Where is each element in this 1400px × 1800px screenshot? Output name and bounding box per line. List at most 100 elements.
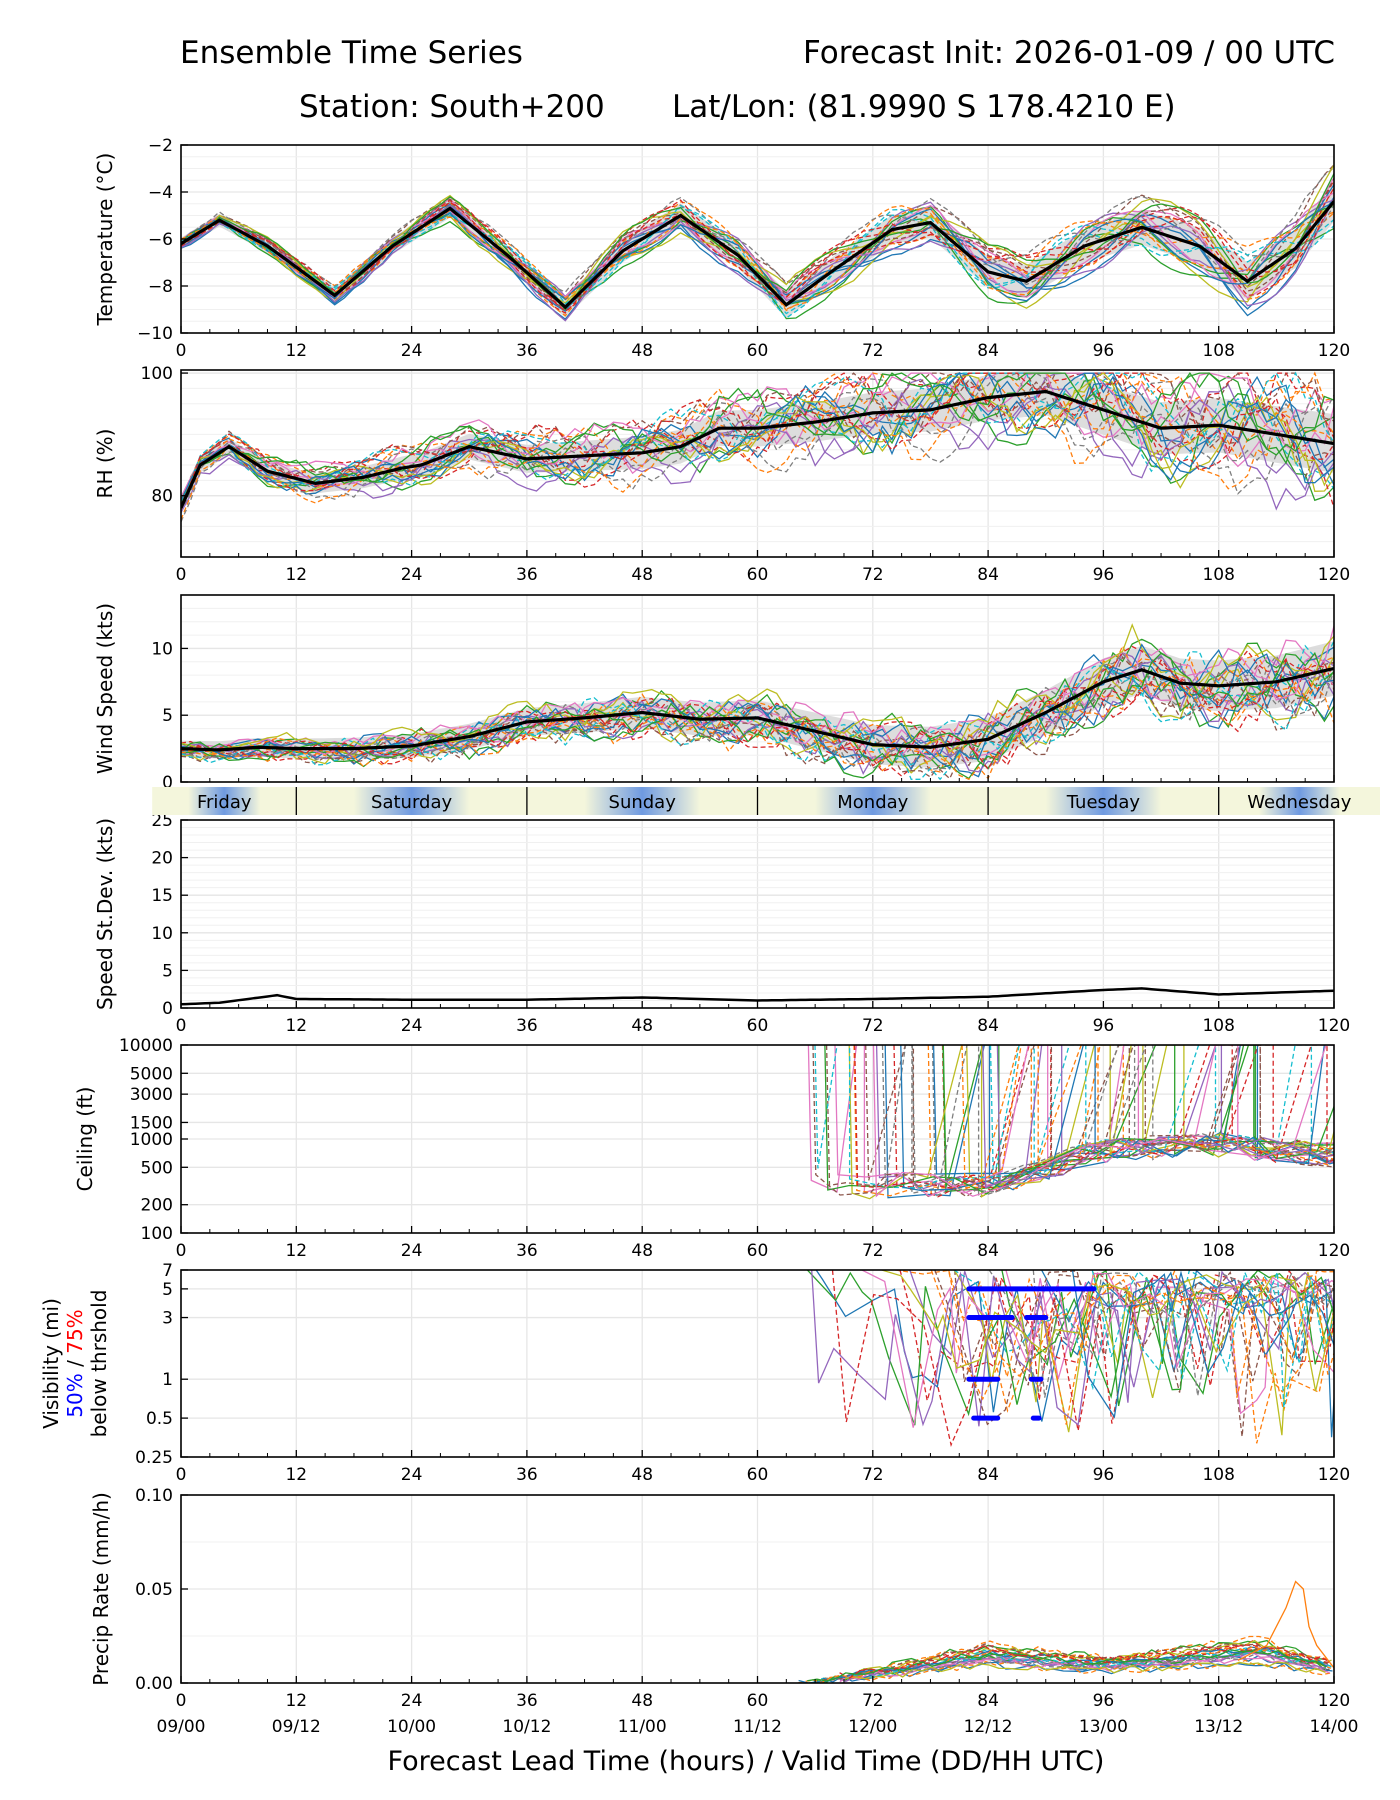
y-tick-label: 20 xyxy=(151,849,173,869)
ensemble-member-line xyxy=(1071,1270,1334,1419)
ensemble-member-line xyxy=(181,673,1334,781)
day-band-cell xyxy=(988,787,1219,815)
y-tick-label: 80 xyxy=(151,487,173,507)
x-tick-label: 120 xyxy=(1318,1465,1350,1485)
title-right: Forecast Init: 2026-01-09 / 00 UTC xyxy=(803,35,1335,71)
day-band-cell xyxy=(152,787,297,815)
ensemble-member-line xyxy=(181,643,1334,769)
y-axis-label: RH (%) xyxy=(93,429,117,499)
ensemble-member-line xyxy=(181,654,1334,775)
y-tick-label: 0.10 xyxy=(135,1486,173,1506)
ensemble-member-line xyxy=(181,372,1334,502)
x-tick-label: 60 xyxy=(747,341,769,361)
ensemble-member-line xyxy=(181,640,1334,767)
speed_stdev-panel: 0 5 10 15 20 25 0 12 24 36 48 60 72 84 96 108 120 Speed S… xyxy=(93,811,1350,1036)
ensemble-member-line xyxy=(953,1270,1334,1391)
y-axis-label: Precip Rate (mm/h) xyxy=(89,1492,113,1686)
y-tick-label: 10 xyxy=(151,924,173,944)
x-tick-label: 108 xyxy=(1202,565,1234,585)
ensemble-member-line xyxy=(927,1045,1334,1195)
x-tick-label: 0 xyxy=(176,1241,187,1261)
y-tick-label: 5000 xyxy=(130,1064,173,1084)
y-tick-label: −8 xyxy=(148,277,173,297)
x-tick-label: 60 xyxy=(747,1691,769,1711)
mean-line xyxy=(181,666,1334,752)
valid-time-label: 13/12 xyxy=(1194,1717,1243,1737)
y-axis-label: Ceiling (ft) xyxy=(73,1087,97,1192)
valid-time-label: 11/00 xyxy=(618,1717,667,1737)
mean-line xyxy=(181,987,1334,1006)
x-tick-label: 120 xyxy=(1318,565,1350,585)
ensemble-member-line xyxy=(806,1270,1334,1426)
ensemble-member-line xyxy=(821,1643,1332,1681)
valid-time-label: 10/12 xyxy=(502,1717,551,1737)
x-tick-label: 108 xyxy=(1202,1016,1234,1036)
precip-panel: 0.00 0.05 0.10 0 12 24 36 48 60 72 84 96 108 120 Preci… xyxy=(89,1486,1350,1711)
x-tick-label: 108 xyxy=(1202,1691,1234,1711)
ensemble-member-line xyxy=(181,374,1334,506)
ensemble-member-line xyxy=(853,1045,1334,1197)
y-tick-label: 500 xyxy=(141,1158,173,1178)
ensemble-member-line xyxy=(181,385,1334,513)
y-tick-label: 7 xyxy=(162,1261,173,1281)
x-tick-label: 120 xyxy=(1318,1016,1350,1036)
label-50pct: 50% xyxy=(63,1373,87,1417)
x-tick-label: 48 xyxy=(631,565,653,585)
x-tick-label: 24 xyxy=(401,1691,423,1711)
x-tick-label: 84 xyxy=(977,565,999,585)
ensemble-member-line xyxy=(181,201,1334,307)
ensemble-member-line xyxy=(881,1045,1334,1198)
y-tick-label: 0 xyxy=(162,773,173,793)
x-tick-label: 72 xyxy=(862,1465,884,1485)
ensemble-member-line xyxy=(181,187,1334,314)
x-tick-label: 72 xyxy=(862,565,884,585)
ensemble-member-line xyxy=(181,658,1334,771)
x-tick-label: 48 xyxy=(631,1241,653,1261)
day-band-cell xyxy=(296,787,527,815)
day-label-friday: Friday xyxy=(197,792,252,813)
ensemble-member-line xyxy=(181,187,1334,317)
y-axis-label: Speed St.Dev. (kts) xyxy=(93,818,117,1010)
x-tick-label: 0 xyxy=(176,565,187,585)
wind_speed-plot xyxy=(181,623,1334,781)
valid-time-label: 14/00 xyxy=(1310,1717,1359,1737)
title-left: Ensemble Time Series xyxy=(180,35,523,71)
ensemble-member-line xyxy=(807,1648,1327,1682)
ensemble-member-line xyxy=(841,1659,1332,1682)
y-tick-label: 200 xyxy=(141,1196,173,1216)
x-tick-label: 84 xyxy=(977,1691,999,1711)
x-tick-label: 36 xyxy=(516,1241,538,1261)
y-tick-label: 0.00 xyxy=(135,1674,173,1694)
x-tick-label: 84 xyxy=(977,1016,999,1036)
ensemble-member-line xyxy=(861,1270,1334,1428)
y-axis-label-sub: below thrshold xyxy=(87,1290,111,1438)
station-label: Station: South+200 xyxy=(299,89,605,125)
ensemble-member-line xyxy=(181,651,1334,770)
temperature-panel: −10 −8 −6 −4 −2 0 12 24 36 48 60 72 84 96 108 120 Temper… xyxy=(93,136,1350,361)
x-tick-label: 24 xyxy=(401,1016,423,1036)
ensemble-member-line xyxy=(181,371,1334,502)
ensemble-member-line xyxy=(181,196,1334,309)
y-tick-label: 5 xyxy=(162,961,173,981)
x-tick-label: 72 xyxy=(862,341,884,361)
y-tick-label: 0 xyxy=(162,999,173,1019)
y-tick-label: 15 xyxy=(151,886,173,906)
ensemble-member-line xyxy=(947,1270,1334,1425)
ensemble-member-line xyxy=(807,1045,1334,1194)
day-band-cell xyxy=(1218,787,1380,815)
ensemble-member-line xyxy=(934,1270,1334,1426)
x-tick-label: 72 xyxy=(862,1691,884,1711)
y-tick-label: 10 xyxy=(151,639,173,659)
y-tick-label: −4 xyxy=(148,183,173,203)
day-label-tuesday: Tuesday xyxy=(1066,792,1141,813)
ensemble-member-line xyxy=(982,1045,1334,1189)
x-tick-label: 72 xyxy=(862,1241,884,1261)
label-75pct: 75% xyxy=(63,1309,87,1353)
x-tick-label: 60 xyxy=(747,1241,769,1261)
y-tick-label: 3000 xyxy=(130,1085,173,1105)
mean-line xyxy=(181,389,1334,509)
x-tick-label: 60 xyxy=(747,1016,769,1036)
ensemble-member-line xyxy=(844,1661,1326,1680)
x-tick-label: 12 xyxy=(285,1465,307,1485)
day-label-sunday: Sunday xyxy=(609,792,677,813)
